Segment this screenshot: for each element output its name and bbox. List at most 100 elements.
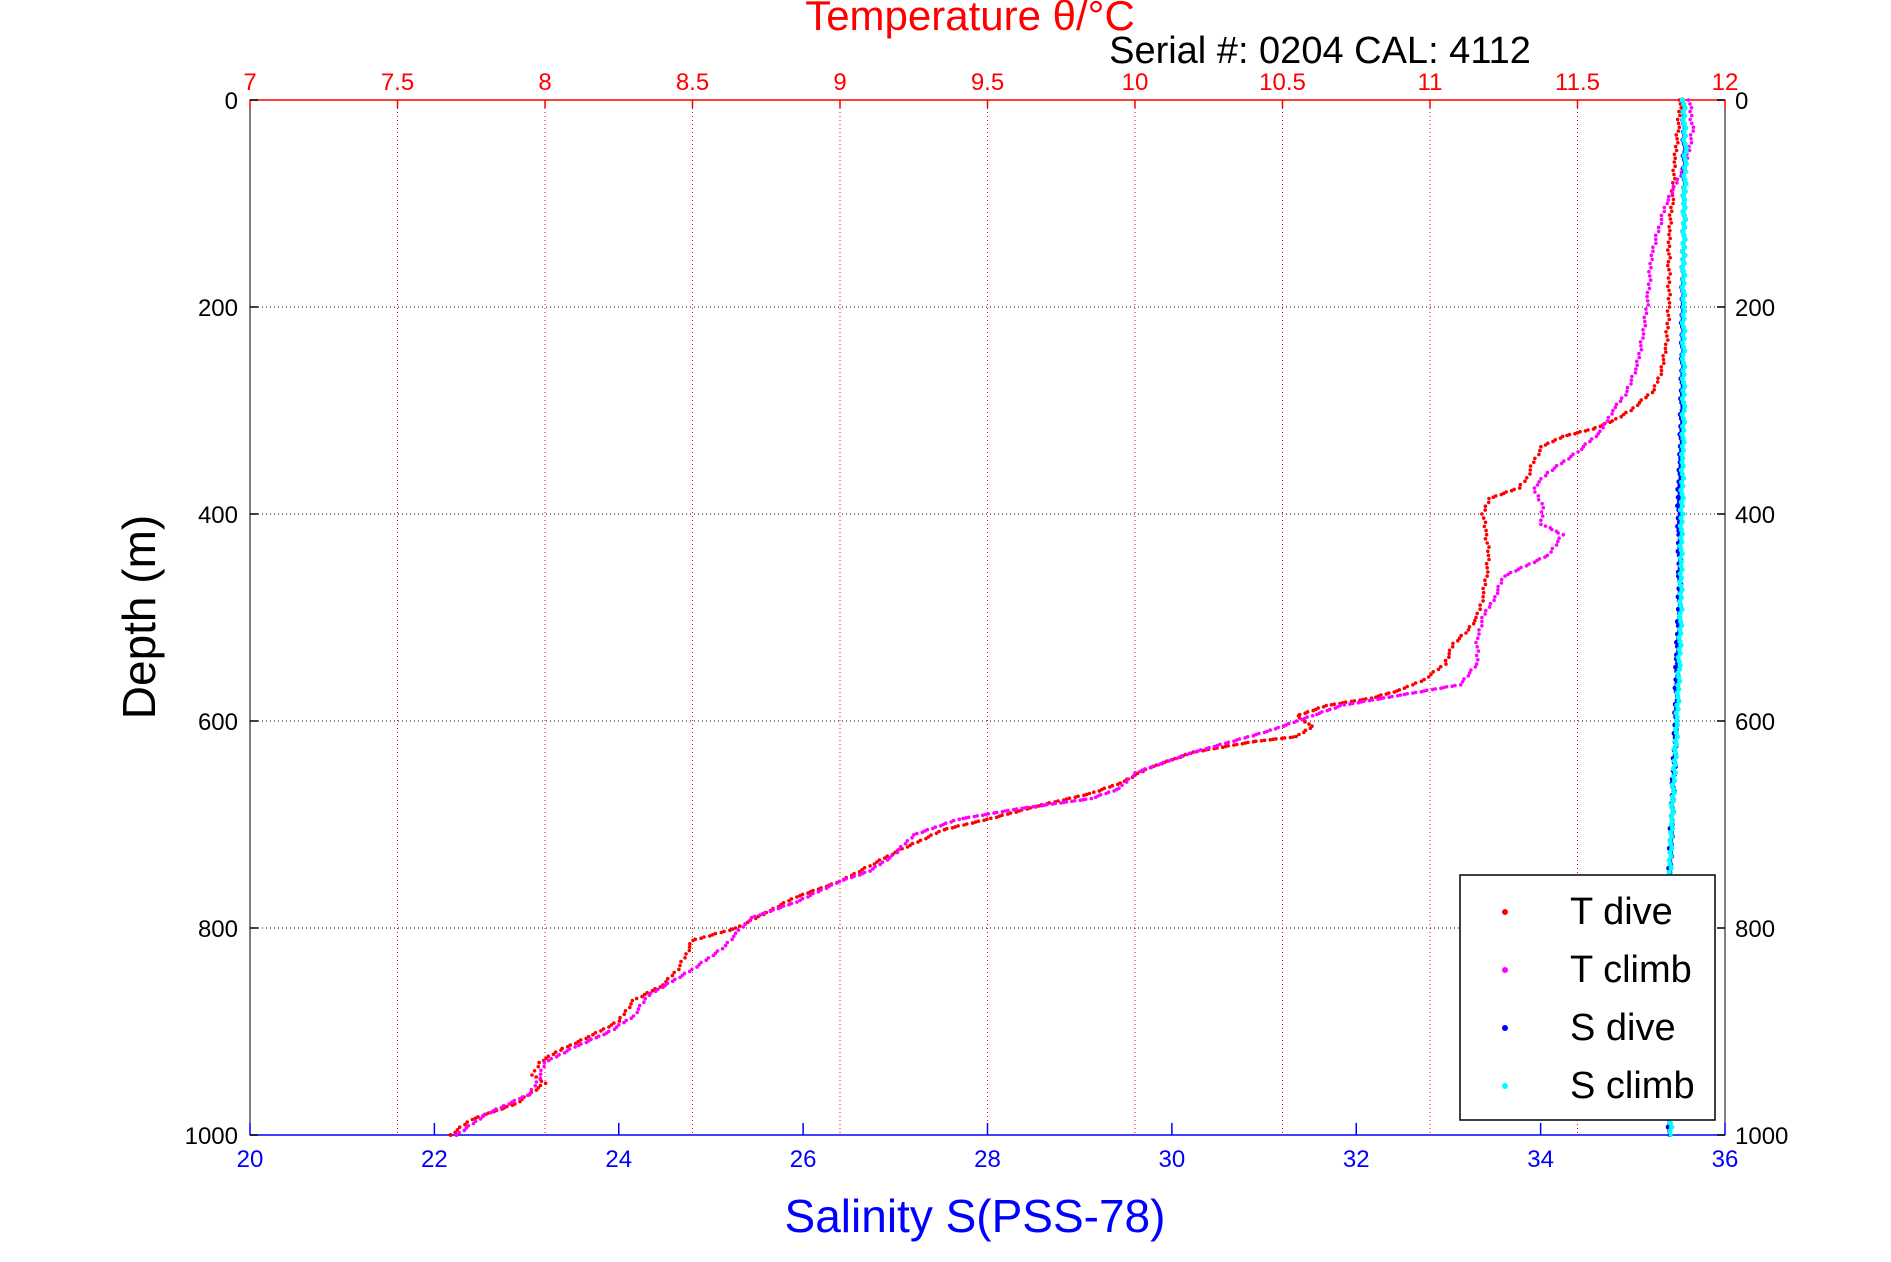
data-point — [1677, 650, 1683, 656]
data-point — [1215, 743, 1220, 748]
data-point — [480, 1114, 485, 1119]
data-point — [730, 927, 735, 931]
data-point — [1350, 701, 1355, 706]
data-point — [642, 1000, 646, 1004]
data-point — [1556, 539, 1560, 544]
data-point — [617, 1019, 622, 1023]
data-point — [1659, 372, 1664, 377]
data-point — [1082, 793, 1086, 798]
right-tick-label: 200 — [1735, 295, 1775, 322]
data-point — [1680, 268, 1687, 274]
data-point — [1087, 791, 1092, 796]
data-point — [1672, 770, 1679, 776]
data-point — [1677, 543, 1683, 549]
data-point — [1683, 149, 1689, 155]
data-point — [912, 833, 916, 837]
data-point — [713, 931, 718, 936]
bottom-tick-label: 24 — [605, 1146, 632, 1173]
data-point — [1473, 618, 1477, 623]
data-point — [1680, 435, 1686, 441]
data-point — [1680, 360, 1687, 366]
data-point — [1680, 276, 1686, 282]
data-point — [1621, 412, 1626, 417]
data-point — [898, 844, 903, 849]
data-point — [1680, 312, 1686, 318]
data-point — [720, 946, 725, 951]
data-point — [1528, 472, 1532, 476]
data-point — [752, 914, 757, 919]
data-point — [1524, 564, 1529, 568]
data-point — [665, 976, 670, 981]
data-point — [956, 824, 960, 828]
data-point — [905, 839, 910, 843]
data-point — [1003, 809, 1007, 813]
data-point — [934, 831, 939, 836]
data-point — [1677, 555, 1683, 561]
data-point — [1669, 806, 1675, 812]
data-point — [695, 965, 699, 969]
data-point — [1647, 270, 1651, 274]
data-point — [1422, 677, 1426, 682]
data-point — [719, 930, 724, 935]
data-point — [1669, 782, 1676, 788]
data-point — [1672, 738, 1678, 744]
data-point — [1635, 403, 1640, 408]
data-point — [594, 1035, 599, 1040]
data-point — [1485, 541, 1489, 545]
data-point — [1268, 728, 1272, 732]
data-point — [1675, 682, 1681, 688]
data-point — [1678, 603, 1684, 609]
data-point — [1483, 612, 1487, 616]
data-point — [678, 975, 682, 980]
data-point — [624, 1018, 628, 1023]
data-point — [1676, 658, 1682, 664]
data-point — [1673, 754, 1679, 760]
data-point — [1439, 686, 1443, 690]
data-point — [1678, 559, 1684, 565]
data-point — [920, 830, 925, 835]
data-point — [1662, 209, 1667, 214]
left-tick-label: 600 — [198, 709, 238, 736]
data-point — [798, 898, 802, 903]
data-point — [1680, 288, 1687, 294]
data-point — [1680, 511, 1686, 517]
data-point — [1450, 645, 1455, 649]
data-point — [1679, 606, 1685, 613]
data-point — [1680, 475, 1687, 481]
data-point — [1679, 567, 1685, 573]
data-point — [448, 1133, 453, 1137]
data-point — [677, 967, 681, 972]
top-tick-label: 11.5 — [1555, 69, 1600, 96]
data-point — [1175, 756, 1179, 761]
data-point — [885, 858, 890, 862]
data-point — [1668, 841, 1674, 848]
data-point — [1438, 664, 1443, 669]
data-point — [1671, 201, 1675, 206]
data-point — [1654, 237, 1658, 242]
data-point — [1677, 109, 1681, 114]
data-point — [538, 1076, 543, 1080]
data-point — [1571, 452, 1575, 457]
data-point — [824, 886, 829, 891]
data-point — [687, 969, 692, 974]
data-point — [1492, 598, 1496, 603]
data-point — [1471, 621, 1476, 626]
data-point — [1067, 796, 1072, 800]
data-point — [789, 897, 794, 901]
data-point — [1679, 97, 1685, 103]
data-point — [1682, 204, 1688, 211]
data-point — [1651, 245, 1655, 250]
data-point — [543, 1081, 548, 1086]
data-point — [1481, 516, 1486, 520]
data-point — [1486, 570, 1490, 574]
data-point — [544, 1056, 548, 1061]
data-point — [981, 813, 985, 817]
data-point — [1006, 808, 1010, 813]
data-point — [1668, 829, 1674, 836]
data-point — [1673, 664, 1679, 670]
data-point — [1167, 759, 1171, 763]
data-point — [1637, 400, 1642, 405]
data-point — [1677, 610, 1683, 617]
data-point — [1456, 639, 1460, 643]
data-point — [1681, 153, 1687, 159]
